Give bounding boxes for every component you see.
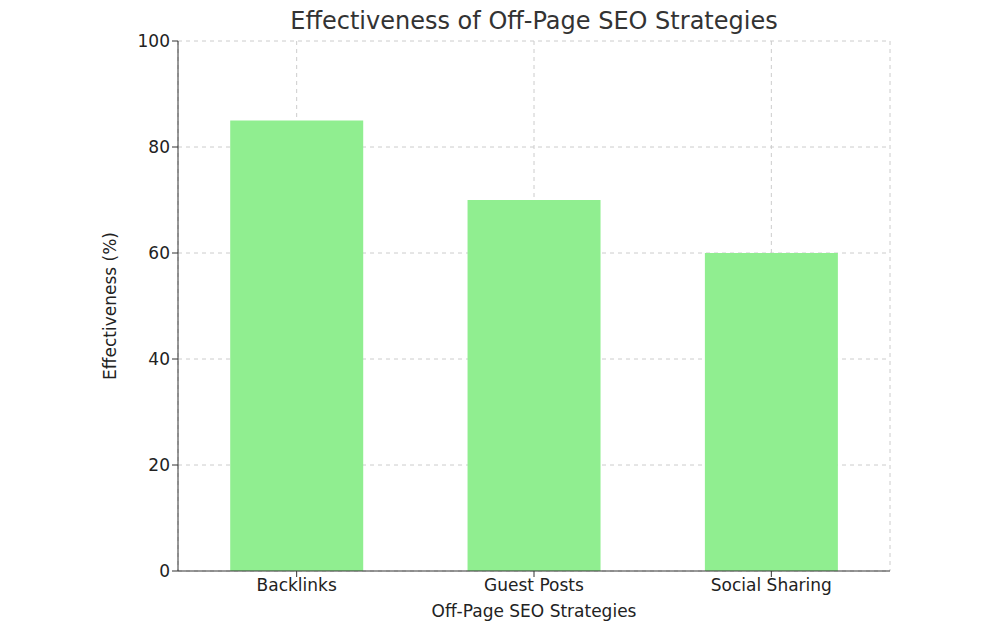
svg-text:40: 40 [148,349,170,369]
svg-text:20: 20 [148,455,170,475]
svg-text:0: 0 [159,561,170,581]
svg-text:80: 80 [148,137,170,157]
svg-text:Guest Posts: Guest Posts [484,575,584,595]
svg-text:Backlinks: Backlinks [257,575,337,595]
svg-text:100: 100 [138,31,170,51]
svg-text:Effectiveness (%): Effectiveness (%) [100,232,120,380]
html-text:Effectiveness of Off-Page SEO: Effectiveness of Off-Page SEO Strategies [290,7,778,35]
svg-text:60: 60 [148,243,170,263]
svg-text:Social Sharing: Social Sharing [711,575,832,595]
svg-text:Off-Page SEO Strategies: Off-Page SEO Strategies [432,601,637,621]
